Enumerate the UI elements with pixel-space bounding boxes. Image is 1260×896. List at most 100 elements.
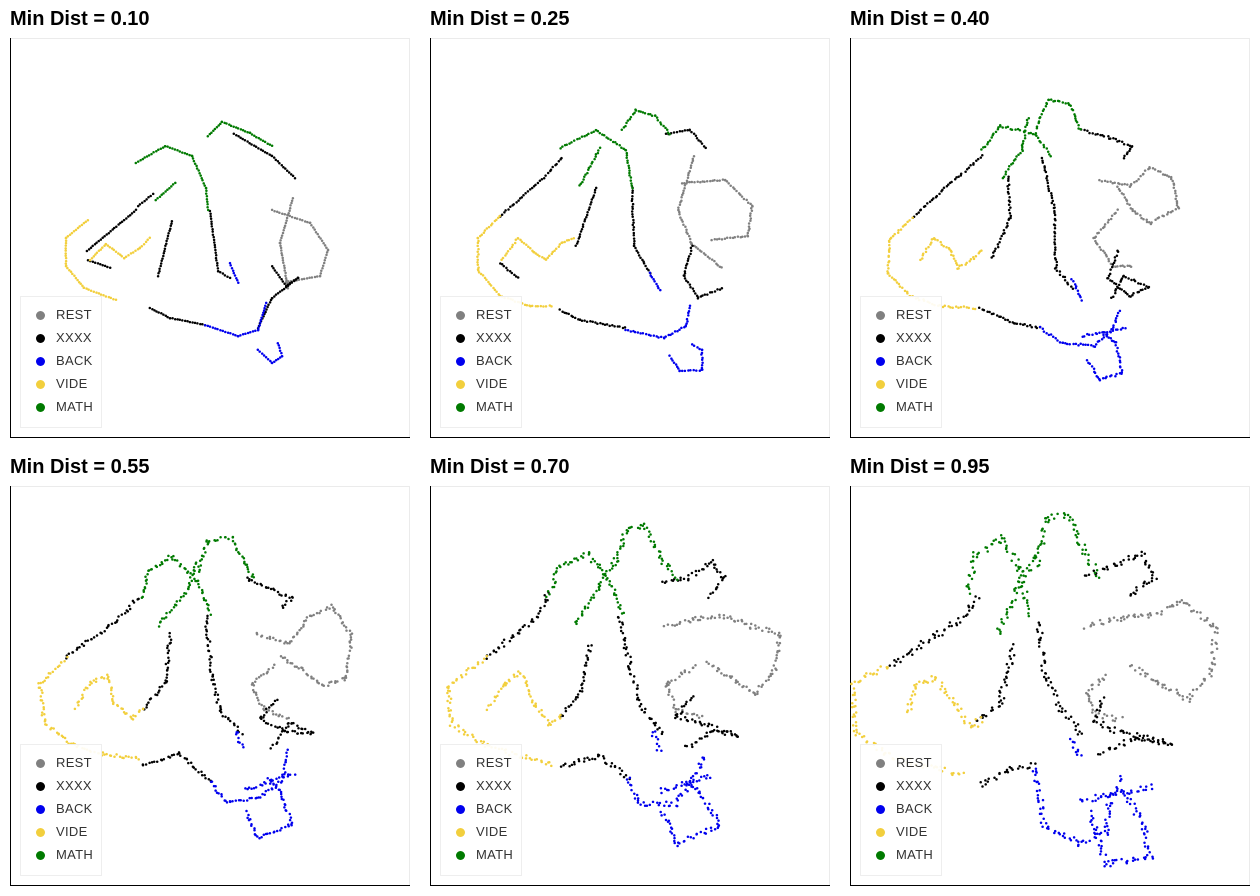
data-point (749, 206, 753, 210)
data-point (77, 703, 80, 707)
data-point (1103, 331, 1106, 334)
data-point (199, 322, 202, 326)
data-point (1151, 737, 1155, 741)
data-point (605, 762, 608, 766)
data-point (630, 197, 634, 201)
data-point (476, 263, 480, 266)
data-point (303, 220, 307, 223)
data-point (1055, 263, 1059, 267)
data-point (207, 603, 210, 607)
legend-label: BACK (56, 353, 93, 368)
data-point (1079, 295, 1082, 299)
data-point (1129, 594, 1132, 597)
data-point (955, 176, 958, 179)
data-point (503, 211, 506, 214)
data-point (625, 156, 628, 160)
data-point (1175, 603, 1179, 607)
data-point (63, 659, 66, 663)
data-point (95, 634, 99, 637)
data-point (315, 611, 319, 615)
data-point (620, 146, 623, 149)
data-point (288, 206, 292, 210)
data-point (107, 231, 111, 235)
data-point (1023, 129, 1027, 132)
data-point (706, 806, 710, 810)
data-point (954, 305, 958, 308)
data-point (1110, 214, 1114, 217)
data-point (706, 293, 709, 296)
data-point (616, 559, 620, 563)
data-point (577, 237, 581, 240)
data-point (1208, 667, 1211, 671)
data-point (1027, 569, 1031, 572)
data-point (676, 844, 679, 848)
data-point (145, 706, 148, 709)
data-point (703, 180, 706, 183)
data-point (915, 682, 918, 686)
data-point (244, 563, 247, 566)
series-rest (1082, 599, 1219, 723)
data-point (710, 723, 714, 727)
data-point (705, 731, 708, 734)
data-point (485, 227, 489, 230)
data-point (39, 698, 43, 702)
data-point (1121, 326, 1124, 330)
data-point (283, 763, 286, 766)
data-point (1037, 782, 1041, 786)
data-point (270, 296, 274, 300)
data-point (191, 157, 195, 160)
data-point (907, 652, 911, 655)
data-point (205, 622, 209, 625)
data-point (644, 707, 647, 711)
data-point (124, 754, 128, 758)
data-point (584, 173, 587, 176)
data-point (1100, 702, 1103, 705)
data-point (716, 263, 719, 267)
data-point (1036, 630, 1040, 634)
data-point (1114, 717, 1118, 720)
data-point (1122, 143, 1126, 146)
legend-item: XXXX (861, 328, 943, 348)
data-point (233, 274, 237, 277)
data-point (1015, 591, 1019, 595)
data-point (992, 132, 995, 135)
data-point (617, 605, 620, 609)
data-point (1155, 577, 1158, 581)
data-point (287, 725, 290, 728)
data-point (593, 559, 597, 563)
data-point (1025, 566, 1029, 570)
data-point (279, 246, 283, 250)
data-point (1005, 607, 1009, 611)
data-point (713, 616, 717, 620)
data-point (720, 266, 723, 269)
data-point (684, 788, 687, 792)
data-point (1039, 141, 1042, 144)
data-point (166, 237, 169, 240)
data-point (700, 348, 704, 351)
series-math (545, 522, 679, 626)
data-point (746, 201, 750, 205)
data-point (580, 135, 584, 138)
data-point (692, 154, 696, 158)
data-point (955, 263, 959, 267)
data-point (287, 280, 290, 283)
data-point (78, 645, 81, 649)
data-point (575, 242, 579, 245)
data-point (1014, 564, 1018, 567)
data-point (979, 780, 982, 784)
data-point (268, 301, 272, 304)
data-point (448, 714, 451, 718)
data-point (517, 670, 520, 673)
data-point (1082, 335, 1086, 338)
data-point (1110, 339, 1114, 343)
data-point (981, 785, 984, 788)
data-point (527, 245, 530, 249)
data-point (906, 703, 910, 706)
data-point (231, 539, 235, 543)
data-point (268, 782, 272, 785)
data-point (1132, 856, 1135, 860)
data-point (1120, 372, 1123, 375)
data-point (1095, 721, 1098, 724)
data-point (1002, 228, 1006, 232)
data-point (587, 602, 590, 605)
